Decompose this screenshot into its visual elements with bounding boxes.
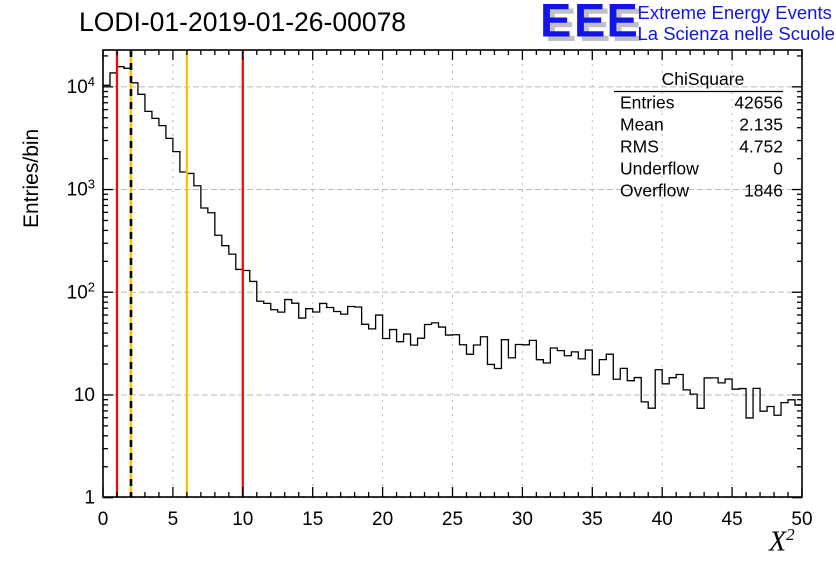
svg-text:Overflow: Overflow bbox=[620, 181, 689, 201]
svg-text:40: 40 bbox=[652, 509, 673, 530]
svg-text:30: 30 bbox=[512, 509, 533, 530]
svg-text:RMS: RMS bbox=[620, 137, 659, 157]
svg-text:45: 45 bbox=[722, 509, 743, 530]
svg-text:4.752: 4.752 bbox=[739, 137, 783, 157]
svg-text:0: 0 bbox=[98, 509, 109, 530]
svg-text:35: 35 bbox=[582, 509, 603, 530]
svg-text:50: 50 bbox=[791, 509, 812, 530]
svg-text:25: 25 bbox=[442, 509, 463, 530]
svg-text:Underflow: Underflow bbox=[620, 159, 699, 179]
svg-text:102: 102 bbox=[67, 279, 95, 304]
svg-text:ChiSquare: ChiSquare bbox=[662, 69, 745, 89]
svg-text:20: 20 bbox=[372, 509, 393, 530]
svg-text:Mean: Mean bbox=[620, 115, 664, 135]
svg-text:104: 104 bbox=[67, 73, 95, 98]
svg-text:1846: 1846 bbox=[744, 181, 783, 201]
svg-text:15: 15 bbox=[302, 509, 323, 530]
svg-text:10: 10 bbox=[74, 385, 95, 406]
svg-text:2.135: 2.135 bbox=[739, 115, 783, 135]
svg-text:1: 1 bbox=[84, 488, 95, 509]
svg-text:0: 0 bbox=[773, 159, 783, 179]
svg-text:42656: 42656 bbox=[734, 93, 783, 113]
svg-text:10: 10 bbox=[232, 509, 253, 530]
svg-text:Entries: Entries bbox=[620, 93, 675, 113]
svg-text:5: 5 bbox=[168, 509, 179, 530]
svg-text:103: 103 bbox=[67, 176, 95, 201]
